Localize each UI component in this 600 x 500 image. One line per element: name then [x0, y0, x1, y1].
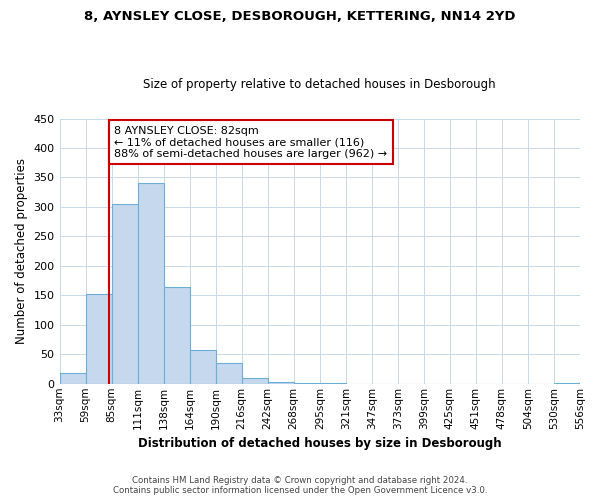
Bar [59, 373, 86, 384]
Text: Contains HM Land Registry data © Crown copyright and database right 2024.
Contai: Contains HM Land Registry data © Crown c… [113, 476, 487, 495]
Y-axis label: Number of detached properties: Number of detached properties [15, 158, 28, 344]
Bar [554, 382, 580, 384]
Bar [268, 382, 294, 384]
Bar [86, 294, 112, 384]
Bar [112, 204, 137, 384]
Bar [164, 286, 190, 384]
Text: 8, AYNSLEY CLOSE, DESBOROUGH, KETTERING, NN14 2YD: 8, AYNSLEY CLOSE, DESBOROUGH, KETTERING,… [84, 10, 516, 23]
Bar [215, 363, 242, 384]
X-axis label: Distribution of detached houses by size in Desborough: Distribution of detached houses by size … [138, 437, 502, 450]
Bar [294, 383, 320, 384]
Bar [190, 350, 215, 384]
Bar [242, 378, 268, 384]
Bar [320, 383, 346, 384]
Title: Size of property relative to detached houses in Desborough: Size of property relative to detached ho… [143, 78, 496, 91]
Text: 8 AYNSLEY CLOSE: 82sqm
← 11% of detached houses are smaller (116)
88% of semi-de: 8 AYNSLEY CLOSE: 82sqm ← 11% of detached… [114, 126, 388, 159]
Bar [137, 184, 164, 384]
